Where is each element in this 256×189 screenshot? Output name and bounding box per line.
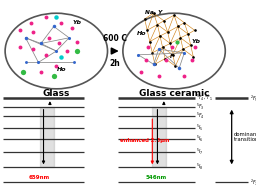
Text: $^2F_{7/2}$: $^2F_{7/2}$ <box>250 178 256 187</box>
Circle shape <box>123 13 225 89</box>
Text: Yb: Yb <box>72 20 81 25</box>
Text: $^5F_4$,$^5F_1$: $^5F_4$,$^5F_1$ <box>196 93 213 103</box>
Text: $^5I_8$: $^5I_8$ <box>0 162 1 172</box>
Text: Glass: Glass <box>43 89 70 98</box>
Text: $^5I_4$: $^5I_4$ <box>0 111 1 121</box>
Text: $^5I_5$: $^5I_5$ <box>0 122 1 133</box>
Text: $^5F_4$: $^5F_4$ <box>196 111 205 121</box>
Text: Na, Y: Na, Y <box>145 10 162 15</box>
Text: $^5F_3$: $^5F_3$ <box>196 102 205 112</box>
Text: Yb: Yb <box>191 39 200 44</box>
Bar <box>152 107 166 167</box>
Text: dominant
transitions: dominant transitions <box>234 132 256 143</box>
Text: $^5I_7$: $^5I_7$ <box>196 147 203 157</box>
Text: $^5F_4$,$^5S_2$: $^5F_4$,$^5S_2$ <box>0 93 1 103</box>
Text: $^2F_{5/2}$,$^2F_7$: $^2F_{5/2}$,$^2F_7$ <box>250 94 256 103</box>
Bar <box>40 107 54 167</box>
Text: Ho: Ho <box>57 67 66 72</box>
Text: $^5I_6$: $^5I_6$ <box>196 134 203 144</box>
Text: Glass ceramic: Glass ceramic <box>139 89 209 98</box>
Text: $^5I_7$: $^5I_7$ <box>0 147 1 157</box>
Text: F: F <box>169 54 174 59</box>
Text: enhanced 2.8μm: enhanced 2.8μm <box>120 138 170 143</box>
Text: $^5F_3$: $^5F_3$ <box>0 102 1 112</box>
Text: Ho: Ho <box>137 31 147 36</box>
Text: $^5I_8$: $^5I_8$ <box>196 162 203 172</box>
Text: 659nm: 659nm <box>29 175 50 180</box>
Text: 600 C: 600 C <box>103 34 127 43</box>
Text: $^5I_5$: $^5I_5$ <box>196 122 203 133</box>
Circle shape <box>5 13 108 89</box>
Text: $^5I_6$: $^5I_6$ <box>0 134 1 144</box>
Text: 2h: 2h <box>110 59 121 68</box>
Text: 546nm: 546nm <box>146 175 167 180</box>
